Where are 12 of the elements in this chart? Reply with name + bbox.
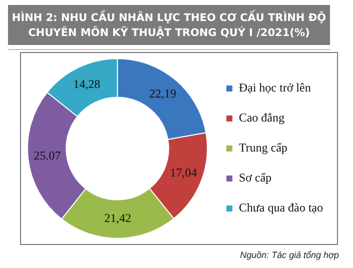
legend-label: Chưa qua đào tạo: [238, 200, 324, 215]
legend-label: Đại học trở lên: [238, 80, 311, 95]
legend-label: Trung cấp: [238, 140, 288, 155]
data-label: 22,19: [149, 86, 176, 101]
data-label: 17,04: [170, 165, 198, 180]
chart-title: HÌNH 2: NHU CẦU NHÂN LỰC THEO CƠ CẤU TRÌNH ĐỘ CHUYÊN MÔN KỸ THUẬT TRONG QUÝ I /2021(%): [8, 5, 330, 45]
data-label: 21,42: [104, 211, 132, 226]
legend-label: Sơ cấp: [238, 170, 272, 185]
legend-label: Cao đẳng: [238, 110, 285, 125]
text: Nguồn: Tác giả tổng hợp: [240, 250, 339, 260]
data-label: 25.07: [34, 148, 61, 163]
data-label: 14,28: [73, 77, 100, 92]
